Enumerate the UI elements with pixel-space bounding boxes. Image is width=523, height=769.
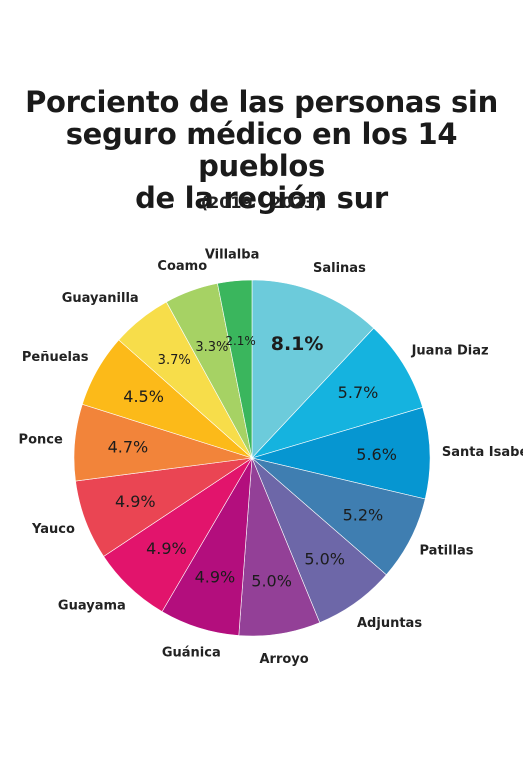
- category-label-villalba: Villalba: [205, 248, 260, 263]
- category-label-penuelas: Peñuelas: [22, 350, 89, 365]
- pie-slice-juana-diaz: [251, 327, 424, 459]
- category-label-guayama: Guayama: [58, 599, 126, 614]
- value-label-yauco: 4.9%: [115, 492, 156, 511]
- value-label-santa-isabel: 5.6%: [356, 445, 397, 464]
- chart-title-line: Porciento de las personas sin: [25, 85, 498, 119]
- value-label-guanica: 4.9%: [195, 568, 236, 587]
- value-label-penuelas: 4.5%: [123, 387, 164, 406]
- pie-slice-salinas: [251, 279, 375, 459]
- value-label-ponce: 4.7%: [108, 438, 149, 457]
- category-label-guanica: Guánica: [162, 645, 221, 660]
- value-label-arroyo: 5.0%: [251, 572, 292, 591]
- chart-title-line: seguro médico en los 14 pueblos: [65, 117, 458, 183]
- chart-subtitle: (2019 - 2023): [200, 193, 323, 212]
- category-label-coamo: Coamo: [157, 259, 207, 274]
- category-label-yauco: Yauco: [31, 522, 75, 537]
- pie-slice-santa-isabel: [250, 407, 431, 500]
- value-label-adjuntas: 5.0%: [304, 550, 345, 569]
- chart-title: Porciento de las personas sin seguro méd…: [0, 86, 523, 214]
- category-label-arroyo: Arroyo: [259, 652, 308, 667]
- category-label-juana-diaz: Juana Diaz: [411, 343, 489, 358]
- category-label-ponce: Ponce: [19, 433, 63, 448]
- value-label-salinas: 8.1%: [271, 333, 324, 355]
- category-label-santa-isabel: Santa Isabel: [442, 445, 523, 460]
- category-label-guayanilla: Guayanilla: [62, 291, 139, 306]
- pie-slice-villalba: [217, 279, 253, 459]
- value-label-guayama: 4.9%: [146, 539, 187, 558]
- value-label-guayanilla: 3.7%: [158, 353, 191, 368]
- category-label-patillas: Patillas: [420, 544, 474, 559]
- chart-title-line: de la región sur: [135, 181, 388, 215]
- category-label-adjuntas: Adjuntas: [357, 616, 422, 631]
- value-label-coamo: 3.3%: [195, 340, 228, 355]
- value-label-juana-diaz: 5.7%: [338, 383, 379, 402]
- value-label-villalba: 2.1%: [225, 334, 256, 348]
- category-label-salinas: Salinas: [313, 261, 366, 276]
- value-label-patillas: 5.2%: [343, 505, 384, 524]
